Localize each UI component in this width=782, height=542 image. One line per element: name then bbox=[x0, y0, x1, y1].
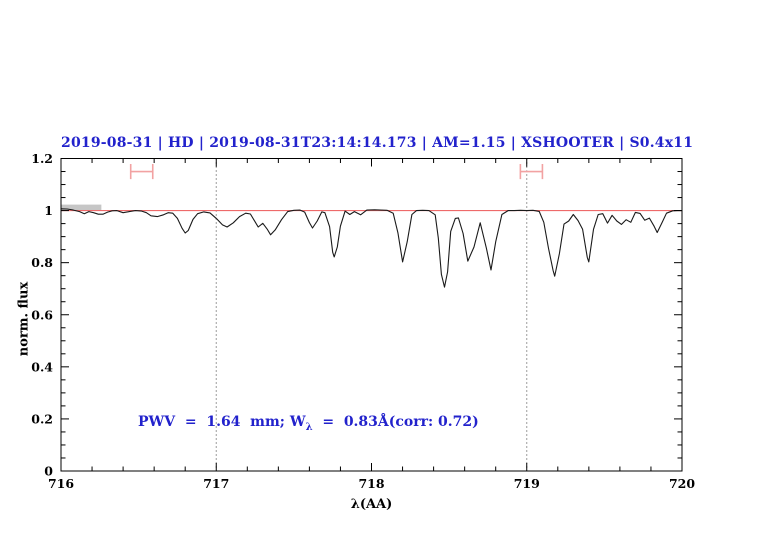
range-marker-1 bbox=[129, 163, 154, 180]
y-tick-label-0.8: 0.8 bbox=[31, 255, 53, 270]
range-marker-2 bbox=[519, 163, 544, 180]
pwv-annotation-post: = 0.83Å(corr: 0.72) bbox=[312, 414, 479, 430]
pwv-annotation-pre: PWV = 1.64 mm; W bbox=[138, 414, 306, 430]
y-tick-label-0.2: 0.2 bbox=[31, 411, 53, 426]
y-tick-label-0.4: 0.4 bbox=[31, 359, 53, 374]
y-tick-label-0.6: 0.6 bbox=[31, 307, 53, 322]
y-tick-label-0: 0 bbox=[44, 464, 53, 479]
x-tick-label-718: 718 bbox=[358, 476, 384, 491]
pwv-annotation-lambda-sub: λ bbox=[305, 421, 313, 433]
continuum-fit-band bbox=[61, 204, 102, 211]
pwv-annotation: PWV = 1.64 mm; Wλ = 0.83Å(corr: 0.72) bbox=[138, 414, 479, 433]
y-tick-label-1: 1 bbox=[44, 203, 53, 218]
x-tick-label-719: 719 bbox=[514, 476, 540, 491]
plot-title: 2019-08-31 | HD | 2019-08-31T23:14:14.17… bbox=[61, 135, 694, 151]
x-tick-label-716: 716 bbox=[48, 476, 74, 491]
y-tick-label-1.2: 1.2 bbox=[31, 151, 53, 166]
x-tick-label-717: 717 bbox=[203, 476, 229, 491]
spectrum-line bbox=[60, 208, 683, 288]
x-tick-label-720: 720 bbox=[669, 476, 695, 491]
x-axis-label: λ(AA) bbox=[350, 497, 393, 512]
